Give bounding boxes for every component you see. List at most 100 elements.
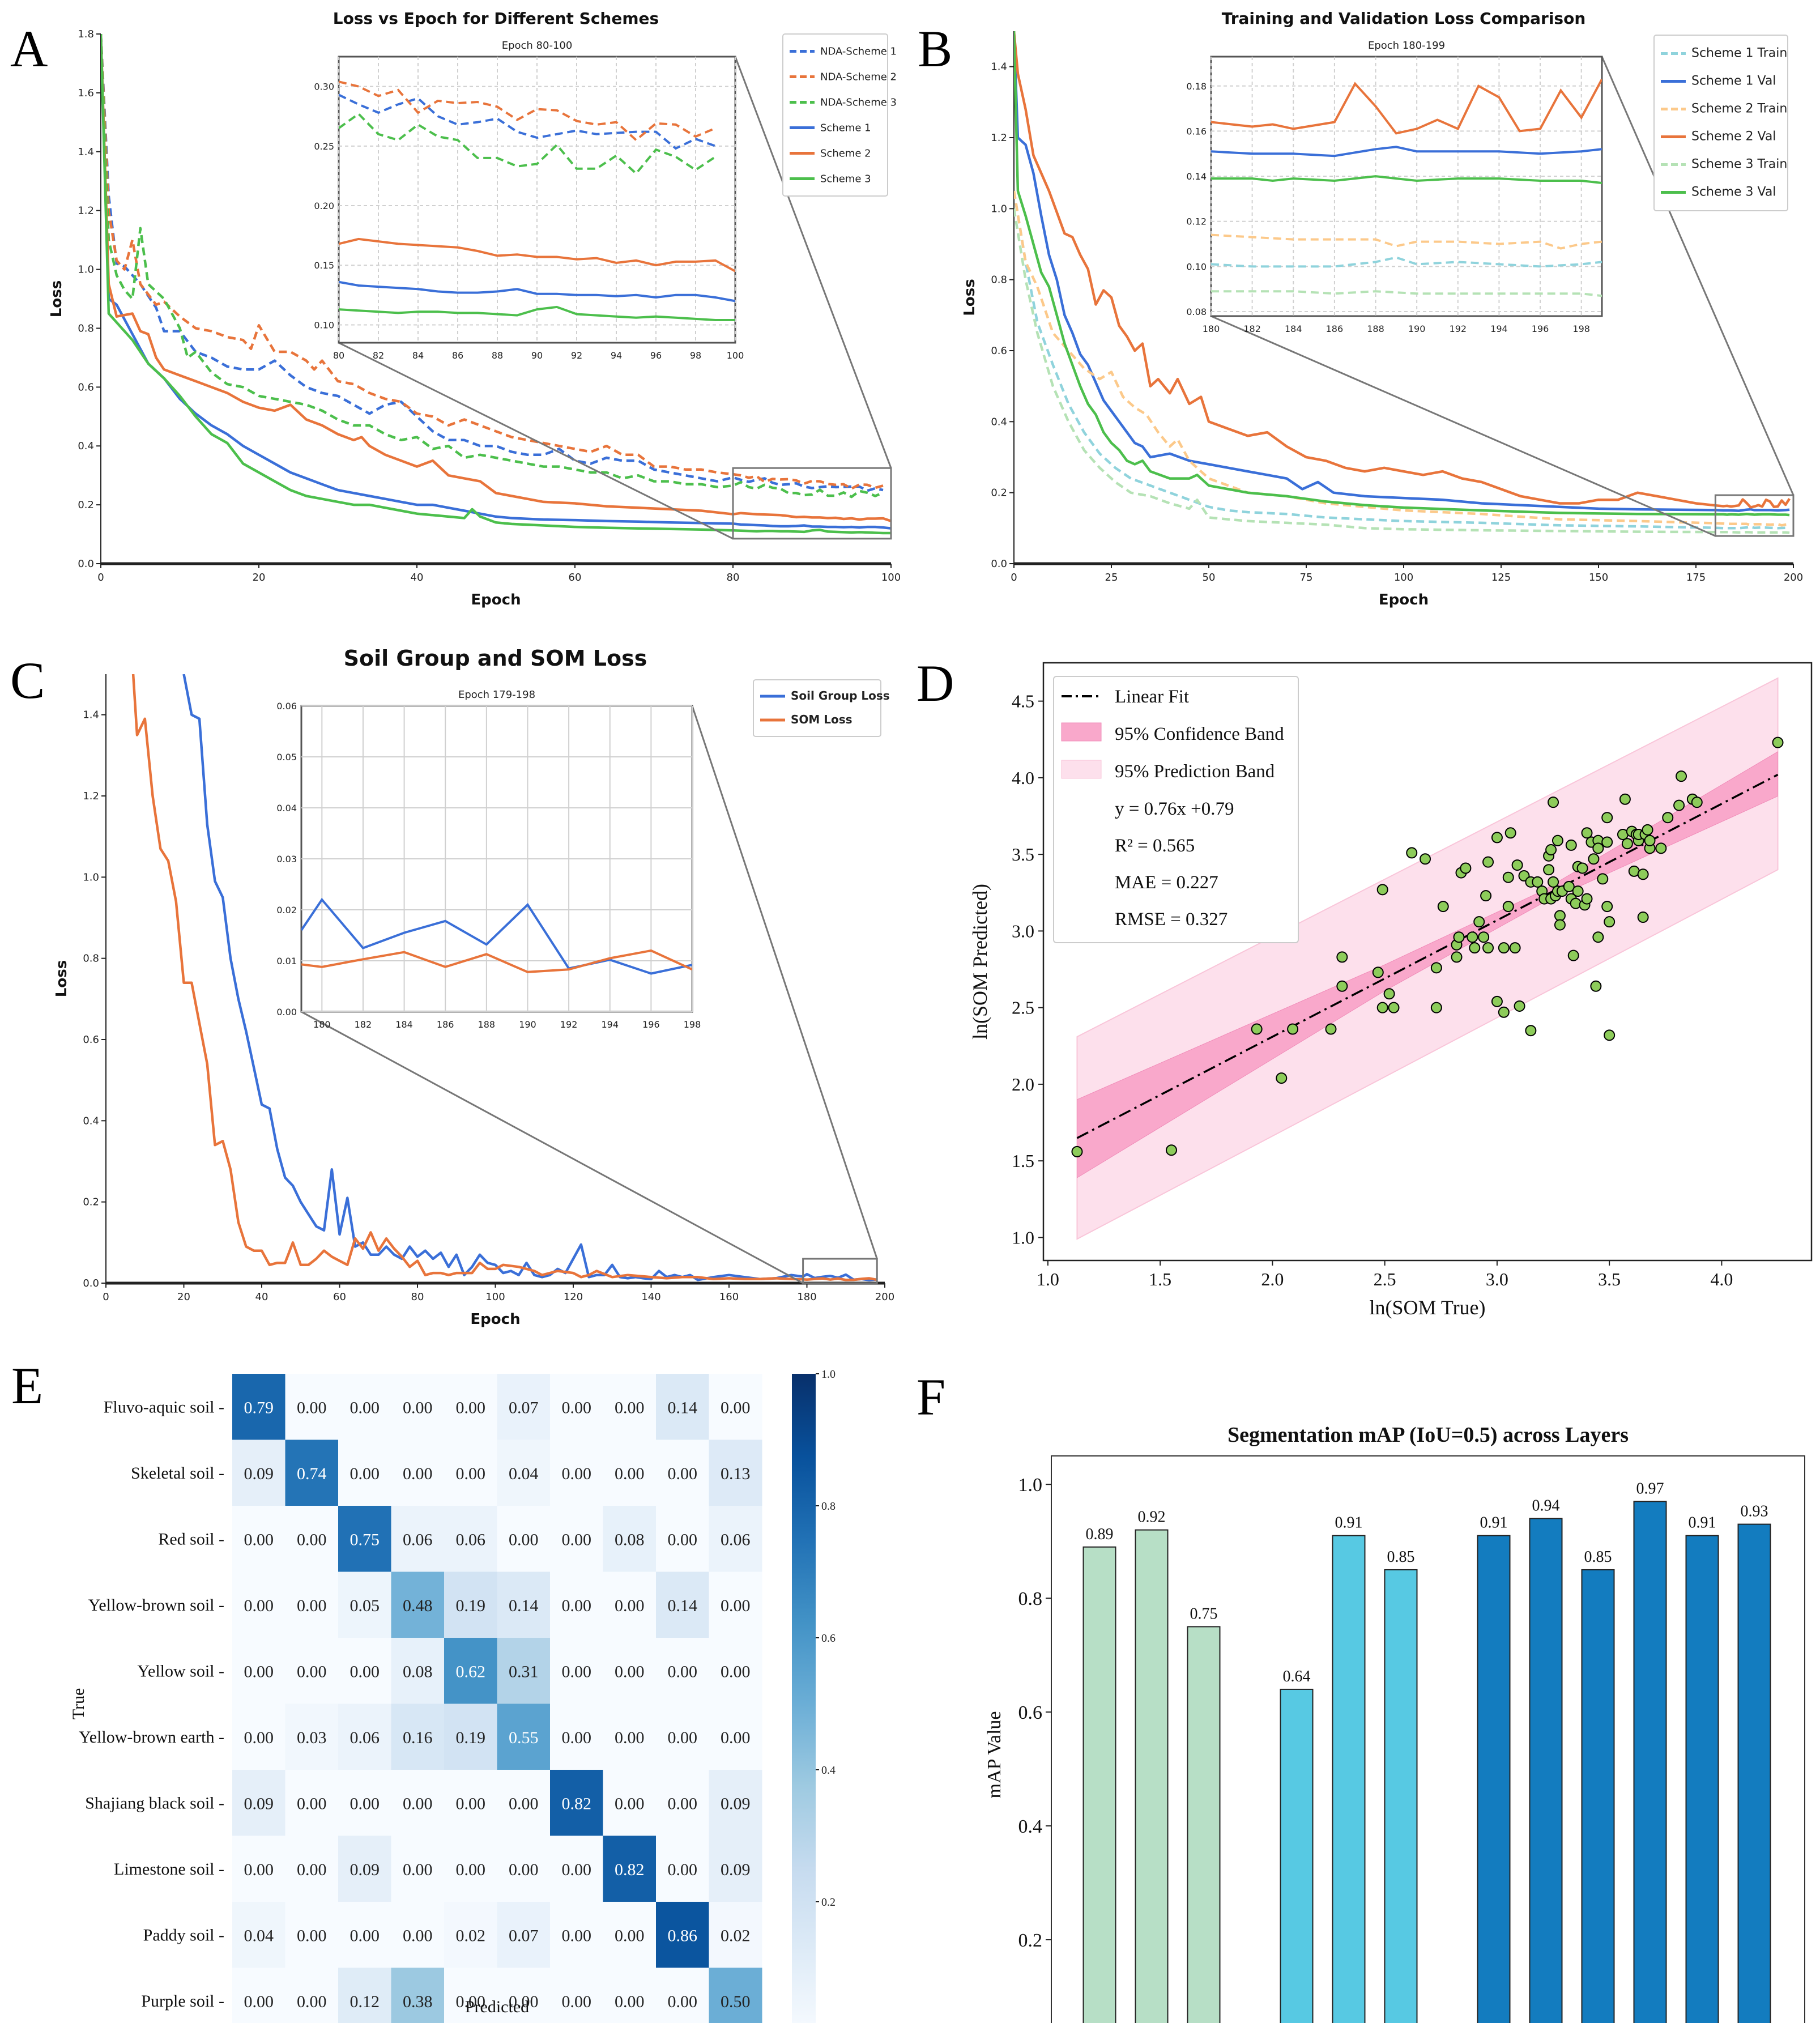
data-point [1430,962,1442,974]
row-label: Red soil - [158,1530,224,1548]
heatmap-cell [285,1770,339,1836]
cell-value: 0.04 [244,1926,274,1945]
cell-value: 0.74 [297,1464,327,1483]
x-tick-label: 0 [97,572,104,584]
data-point [1251,1023,1263,1035]
data-point [1511,859,1523,871]
heatmap-cell [338,1374,391,1440]
x-tick-label: 160 [719,1291,739,1303]
heatmap-cell [550,1835,603,1902]
heatmap-cell [603,1638,657,1704]
data-point [1637,868,1649,880]
data-point [1372,966,1384,978]
heatmap-cell [709,1967,762,2023]
heatmap-cell [656,1770,709,1836]
cell-value: 0.00 [244,1860,274,1879]
cell-value: 0.00 [562,1596,592,1615]
x-axis-label: ln(SOM True) [1369,1296,1485,1319]
inset-x-tick-label: 190 [519,1019,536,1030]
heatmap-cell [232,1506,285,1572]
data-point [1325,1023,1337,1035]
bar-value-label: 0.91 [1480,1514,1508,1532]
heatmap-cell [656,1902,709,1968]
inset-series-line-soil-group-loss [301,897,692,975]
y-tick-label: 4.0 [1012,768,1034,788]
heatmap-cell [550,1506,603,1572]
cell-value: 0.00 [509,1530,539,1549]
cell-value: 0.00 [668,1530,698,1549]
inset-x-tick-label: 194 [1490,323,1508,334]
bar [1280,1688,1314,2023]
y-tick-label: 0.4 [991,416,1007,428]
inset-x-tick-label: 180 [1203,323,1220,334]
row-label: Yellow soil - [137,1662,224,1680]
inset-y-tick-label: 0.03 [276,854,297,864]
chart-b: Training and Validation Loss Comparison 0… [961,9,1803,608]
y-tick-label: 0.6 [1018,1702,1043,1723]
data-point [1662,812,1674,824]
row-label: Fluvo-aquic soil - [104,1398,224,1416]
y-tick-label: 0.6 [991,345,1007,357]
cell-value: 0.00 [721,1662,751,1681]
data-point [1604,916,1616,928]
legend-label: Scheme 3 Val [1691,185,1776,199]
x-tick-label: 3.5 [1598,1269,1621,1289]
legend-label: Scheme 2 Val [1691,130,1776,144]
cell-value: 0.06 [403,1530,433,1549]
cell-value: 0.79 [244,1398,274,1417]
colorbar [792,1374,816,2023]
data-point [1336,980,1348,992]
heatmap-cell [232,1770,285,1836]
cell-value: 0.16 [403,1728,433,1747]
inset-series-line-scheme-1-train [1211,256,1602,268]
x-tick-label: 80 [411,1291,424,1303]
y-axis-label: Loss [48,280,65,317]
series-line-scheme-1-train [1014,190,1790,530]
data-point [1504,827,1516,839]
y-tick-label: 0.8 [991,274,1007,286]
heatmap-cell [285,1703,339,1770]
cell-value: 0.00 [721,1398,751,1417]
panel-label-d: D [917,654,954,712]
heatmap-cell [603,1439,657,1506]
data-point [1548,876,1559,888]
chart-title: Training and Validation Loss Comparison [1222,9,1586,28]
heatmap-cell [444,1506,497,1572]
inset-x-tick-label: 198 [1572,323,1590,334]
zoom-connector-line [734,56,892,469]
inset-x-tick-label: 196 [1532,323,1549,334]
legend-swatch-confidence [1061,722,1102,742]
inset-x-tick-label: 184 [395,1019,413,1030]
inset-frame [1210,56,1603,317]
y-tick-label: 1.0 [83,871,99,883]
cell-value: 0.75 [350,1530,380,1549]
inset-series-line-nda-scheme-2 [339,80,716,142]
y-tick-label: 1.2 [78,205,94,217]
cell-value: 0.04 [509,1464,539,1483]
panel-e-confusion-matrix: E 0.79 0.00 0.00 0.00 0.00 0.07 0.00 0.00 0.14 0.… [0,1348,910,2023]
panel-d-som-regression: D 1.0 1.5 2.0 2.5 3.0 3.5 4.0 1.0 1.5 2.0 2.5 3.0 3.… [910,623,1820,1331]
x-tick-label: 3.0 [1486,1269,1508,1289]
series-line-scheme-2 [101,34,891,522]
heatmap-cell [656,1967,709,2023]
heatmap-cell [656,1571,709,1638]
inset-title: Epoch 179-198 [458,689,535,701]
x-tick-label: 120 [564,1291,583,1303]
cell-value: 0.09 [350,1860,380,1879]
data-point [1491,995,1503,1007]
bar [1633,1501,1667,2023]
cell-value: 0.00 [668,1662,698,1681]
row-label: Shajiang black soil - [85,1794,224,1812]
cell-value: 0.09 [244,1464,274,1483]
chart-e: 0.79 0.00 0.00 0.00 0.00 0.07 0.00 0.00 0.14 0.00… [69,1368,836,2023]
cell-value: 0.00 [562,1992,592,2011]
panel-a-loss-vs-epoch: A Loss vs Epoch for Different Schemes 0 20… [0,0,910,612]
row-label: Yellow-brown earth - [79,1728,224,1747]
cell-value: 0.00 [615,1794,645,1813]
x-axis-label: Predicted [465,1998,529,2016]
bar-value-label: 0.97 [1636,1480,1664,1497]
cell-value: 0.03 [297,1728,327,1747]
y-tick-label: 1.0 [1018,1475,1043,1496]
inset-x-tick-label: 188 [478,1019,496,1030]
data-point [1545,844,1557,856]
